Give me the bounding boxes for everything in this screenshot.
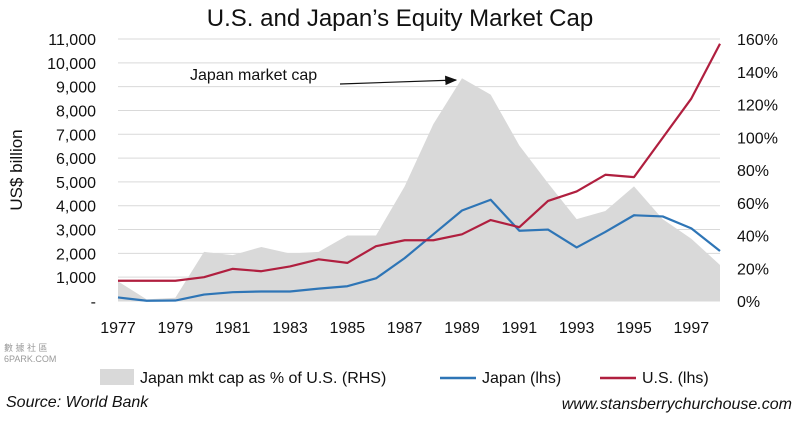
x-tick-label: 1995 bbox=[616, 320, 652, 337]
x-tick-label: 1989 bbox=[444, 320, 480, 337]
y-right-tick-label: 120% bbox=[737, 98, 778, 115]
annotation-japan-market-cap: Japan market cap bbox=[190, 67, 317, 84]
y-left-tick-label: 7,000 bbox=[56, 127, 96, 144]
x-tick-label: 1985 bbox=[330, 320, 366, 337]
y-left-tick-label: 11,000 bbox=[48, 32, 96, 49]
y-left-tick-label: - bbox=[91, 294, 96, 311]
website-link[interactable]: www.stansberrychurchouse.com bbox=[561, 396, 792, 413]
x-tick-label: 1993 bbox=[559, 320, 595, 337]
y-left-tick-label: 1,000 bbox=[56, 270, 96, 287]
y-left-tick-label: 10,000 bbox=[47, 56, 96, 73]
y-axis-label: US$ billion bbox=[7, 129, 26, 210]
y-right-tick-label: 80% bbox=[737, 163, 769, 180]
line-japan-lhs bbox=[117, 198, 721, 302]
y-left-tick-label: 6,000 bbox=[56, 151, 96, 168]
y-right-tick-label: 140% bbox=[737, 65, 778, 82]
legend-label: U.S. (lhs) bbox=[642, 370, 709, 387]
legend-swatch-area bbox=[100, 369, 134, 385]
y-left-tick-label: 8,000 bbox=[56, 103, 96, 120]
x-tick-label: 1981 bbox=[215, 320, 251, 337]
legend-label: Japan mkt cap as % of U.S. (RHS) bbox=[140, 370, 386, 387]
x-tick-label: 1979 bbox=[158, 320, 194, 337]
x-tick-label: 1997 bbox=[674, 320, 710, 337]
y-right-tick-label: 100% bbox=[737, 130, 778, 147]
watermark-top: 數 據 社 區 bbox=[4, 343, 48, 353]
y-left-tick-label: 2,000 bbox=[56, 246, 96, 263]
x-tick-label: 1987 bbox=[387, 320, 423, 337]
source-note: Source: World Bank bbox=[6, 394, 149, 411]
x-tick-label: 1983 bbox=[272, 320, 308, 337]
y-right-tick-label: 160% bbox=[737, 32, 778, 49]
chart-title: U.S. and Japan’s Equity Market Cap bbox=[207, 5, 593, 32]
y-right-tick-label: 40% bbox=[737, 229, 769, 246]
annotation-arrow bbox=[339, 75, 458, 86]
x-tick-label: 1977 bbox=[100, 320, 136, 337]
y-right-tick-label: 0% bbox=[737, 294, 760, 311]
x-tick-label: 1991 bbox=[502, 320, 538, 337]
watermark: 數 據 社 區 6PARK.COM bbox=[4, 343, 56, 365]
y-left-tick-label: 5,000 bbox=[56, 175, 96, 192]
y-left-tick-label: 4,000 bbox=[56, 199, 96, 216]
y-right-tick-label: 20% bbox=[737, 261, 769, 278]
area-japan-pct-of-us bbox=[118, 78, 720, 301]
y-left-tick-label: 9,000 bbox=[56, 80, 96, 97]
legend-label: Japan (lhs) bbox=[482, 370, 561, 387]
watermark-bottom: 6PARK.COM bbox=[4, 354, 57, 364]
y-right-tick-label: 60% bbox=[737, 196, 769, 213]
y-left-tick-label: 3,000 bbox=[56, 223, 96, 240]
line-u-s-lhs bbox=[118, 43, 721, 282]
